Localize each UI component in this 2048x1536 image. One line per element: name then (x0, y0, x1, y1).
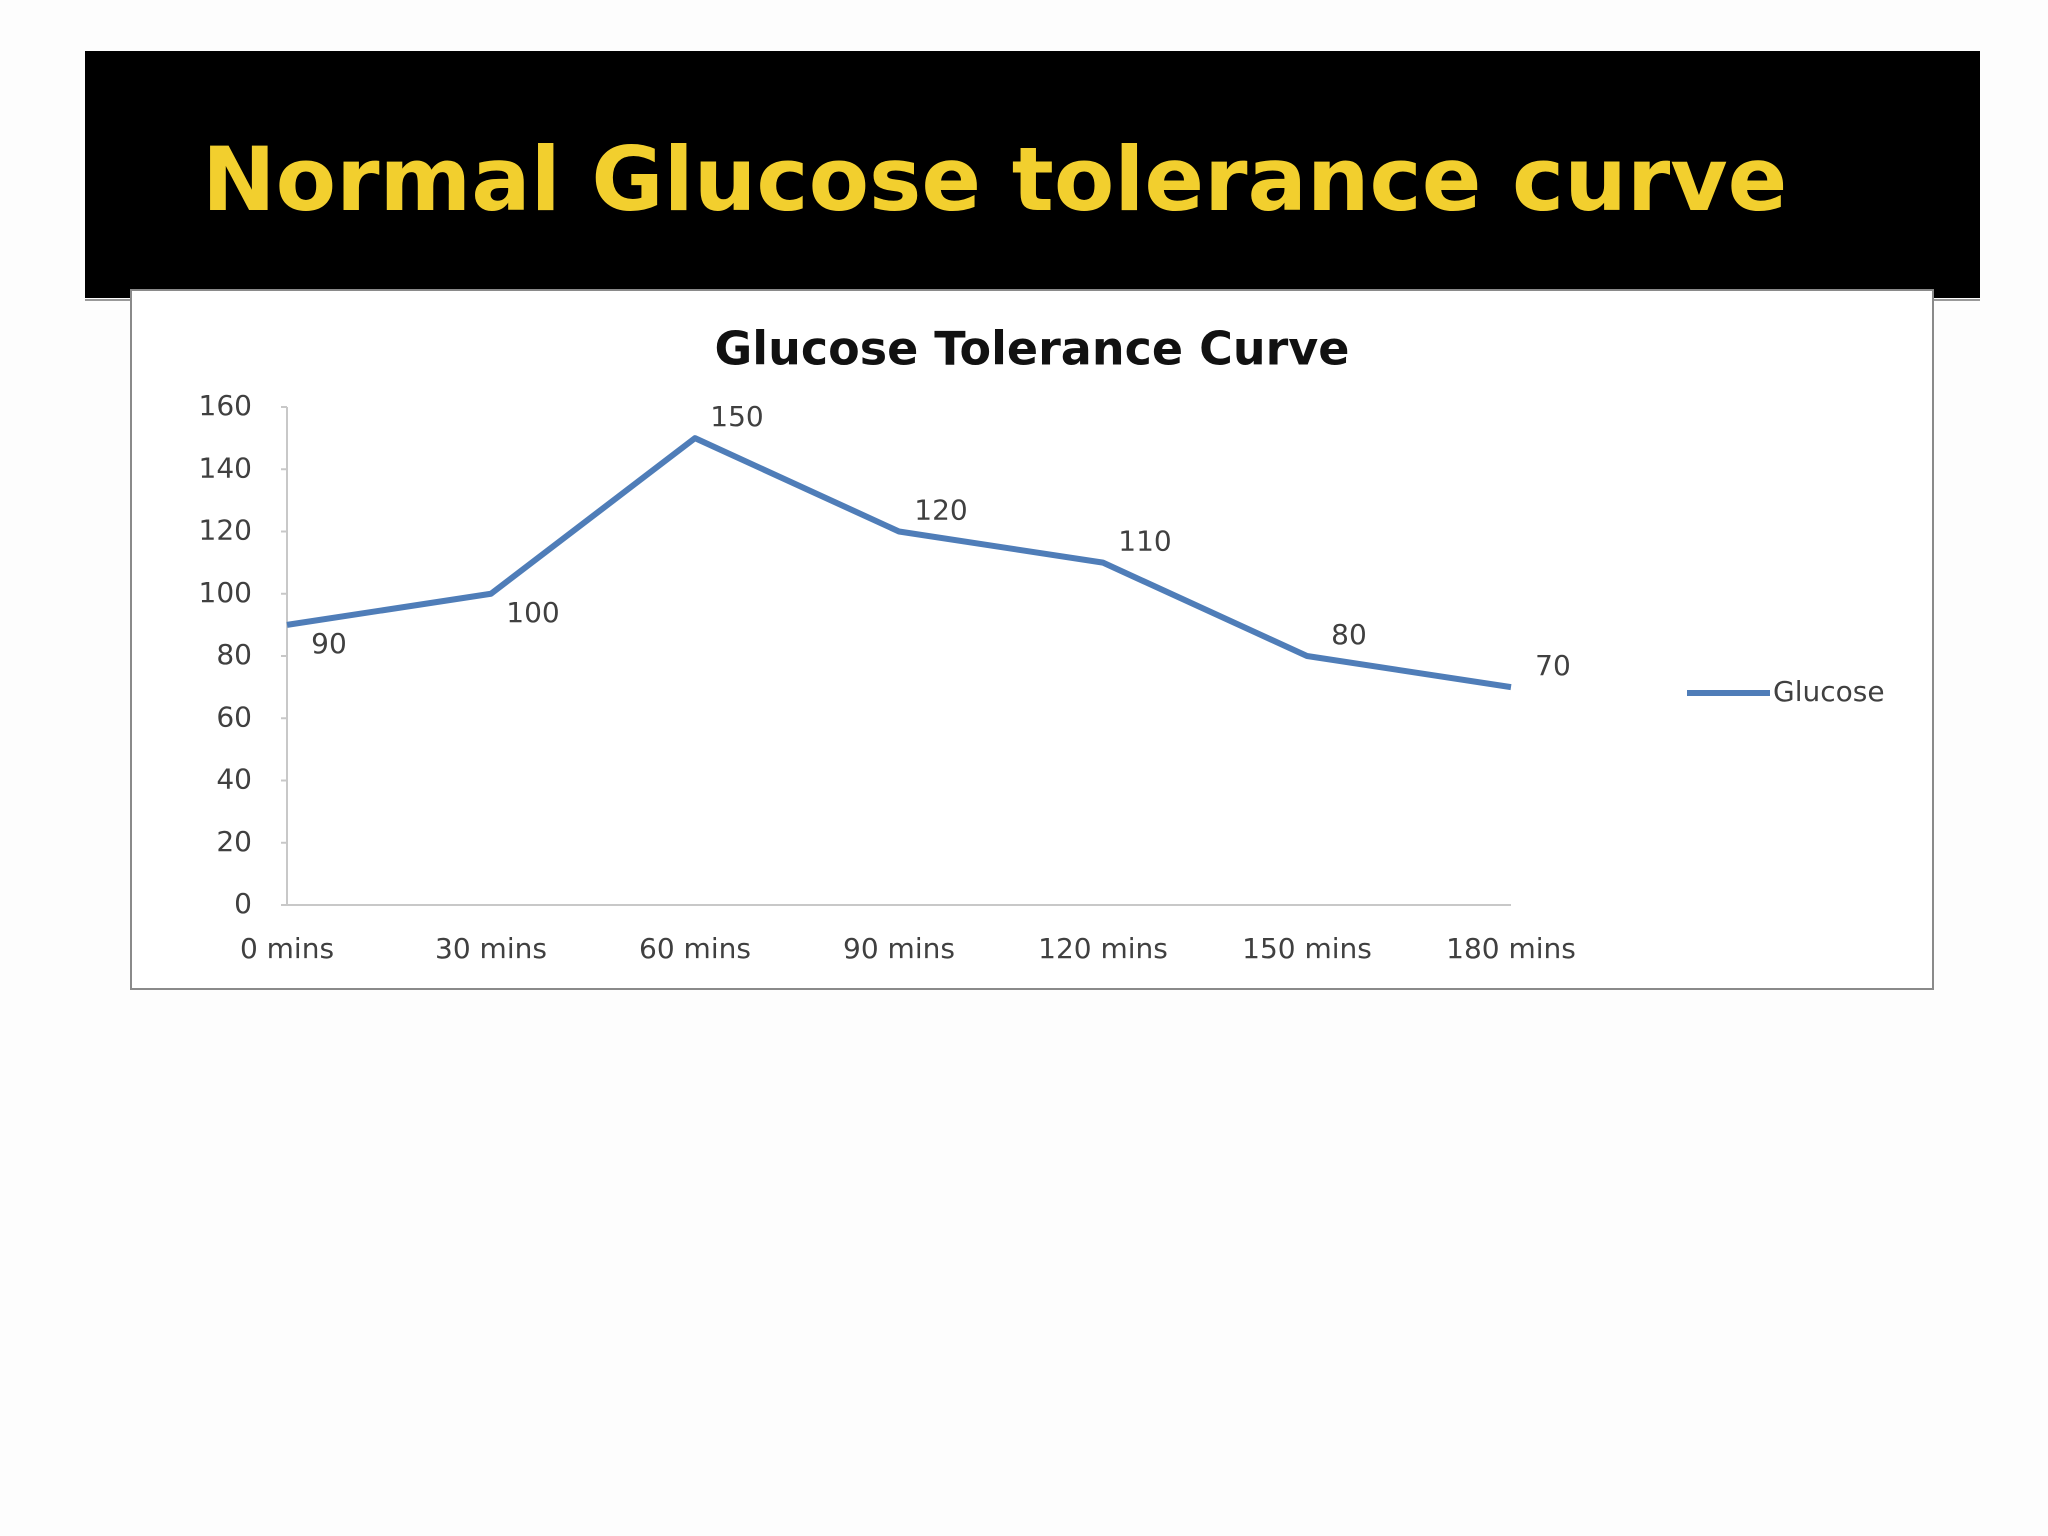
x-tick-label: 60 mins (639, 932, 751, 965)
y-tick-label: 80 (216, 638, 252, 671)
y-tick-label: 100 (199, 576, 252, 609)
x-tick-label: 0 mins (240, 932, 334, 965)
data-label: 90 (311, 627, 347, 660)
x-tick-label: 30 mins (435, 932, 547, 965)
y-tick-label: 0 (234, 887, 252, 920)
y-tick-label: 40 (216, 763, 252, 796)
data-label: 70 (1535, 649, 1571, 682)
x-tick-label: 120 mins (1038, 932, 1168, 965)
y-tick-label: 120 (199, 514, 252, 547)
data-label: 100 (506, 596, 559, 629)
slide-title: Normal Glucose tolerance curve (202, 128, 1787, 231)
data-label: 150 (710, 400, 763, 433)
data-label: 80 (1331, 618, 1367, 651)
x-tick-label: 90 mins (843, 932, 955, 965)
data-line (286, 435, 1512, 691)
y-tick-label: 160 (199, 389, 252, 422)
chart-title: Glucose Tolerance Curve (715, 322, 1350, 376)
data-label: 120 (914, 494, 967, 527)
header-band (85, 51, 1980, 298)
x-tick-label: 150 mins (1242, 932, 1372, 965)
y-tick-label: 20 (216, 825, 252, 858)
y-tick-label: 60 (216, 700, 252, 733)
chart-frame (130, 289, 1934, 990)
x-tick-label: 180 mins (1446, 932, 1576, 965)
data-label: 110 (1118, 525, 1171, 558)
legend-label: Glucose (1773, 675, 1885, 708)
y-tick-label: 140 (199, 451, 252, 484)
